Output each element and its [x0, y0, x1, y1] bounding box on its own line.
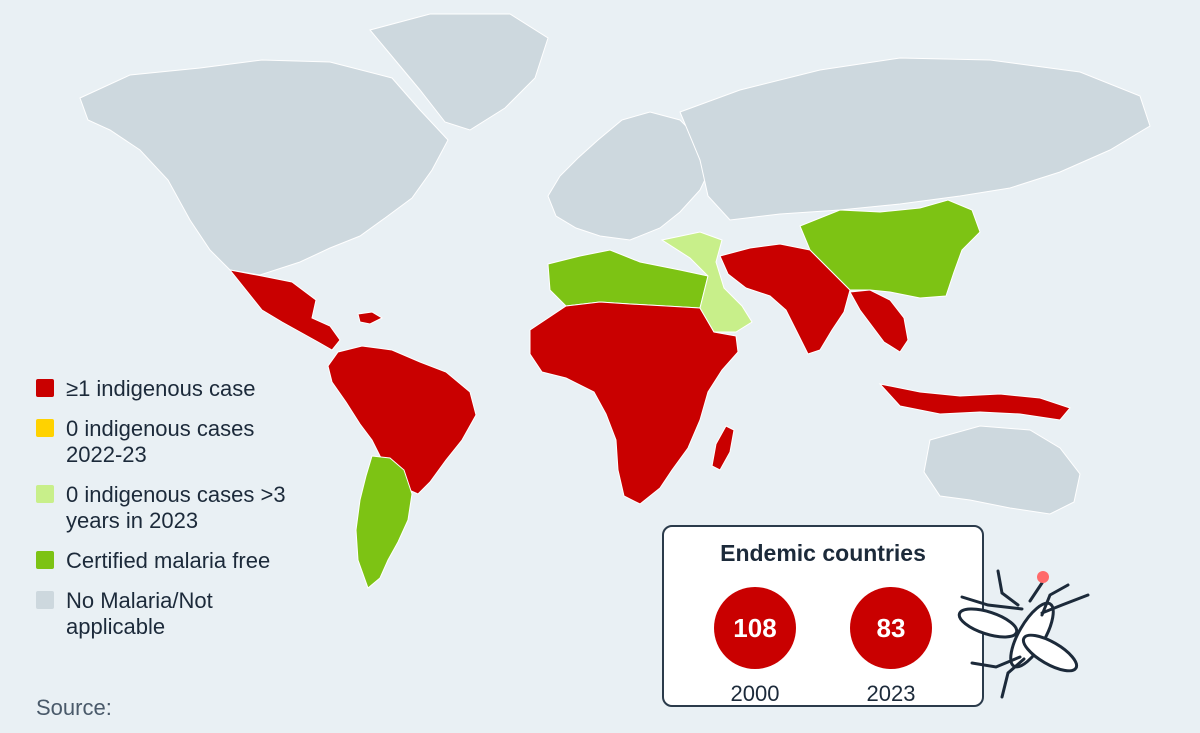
legend-label: Certified malaria free: [66, 548, 271, 573]
stat-year: 2023: [866, 681, 916, 706]
legend-item-zero-recent: 0 indigenous cases 2022-23: [36, 416, 296, 468]
russia-region: [679, 57, 1151, 221]
legend-swatch-indigenous: [36, 379, 54, 397]
caribbean-region: [357, 311, 384, 325]
legend-label: 0 indigenous cases 2022-23: [66, 416, 255, 467]
china-region: [799, 199, 981, 299]
legend-item-no-malaria: No Malaria/Not applicable: [36, 588, 296, 640]
southeast-asia-region: [849, 289, 909, 353]
stat-year: 2000: [730, 681, 780, 706]
source-label: Source:: [36, 695, 112, 720]
stat-circle: 83: [850, 587, 932, 669]
north-africa-region: [547, 249, 709, 309]
legend-swatch-zero-recent: [36, 419, 54, 437]
endemic-countries-box: Endemic countries 108 2000 83 2023: [662, 525, 984, 707]
legend-swatch-no-malaria: [36, 591, 54, 609]
south-america-north-region: [327, 345, 477, 495]
mosquito-head: [1037, 571, 1049, 583]
sub-saharan-africa-region: [529, 301, 739, 505]
south-america-south-region: [355, 455, 413, 589]
mosquito-icon: [957, 569, 1090, 699]
south-asia-region: [719, 243, 851, 355]
legend-swatch-zero-3yrs: [36, 485, 54, 503]
legend-item-indigenous: ≥1 indigenous case: [36, 376, 296, 402]
legend-label: 0 indigenous cases >3 years in 2023: [66, 482, 286, 533]
legend-label: No Malaria/Not applicable: [66, 588, 213, 639]
legend-item-zero-3yrs: 0 indigenous cases >3 years in 2023: [36, 482, 296, 534]
middle-east-region: [660, 231, 753, 333]
legend-item-certified: Certified malaria free: [36, 548, 296, 574]
endemic-stat-2000: 108 2000: [710, 587, 800, 707]
stat-circle: 108: [714, 587, 796, 669]
endemic-stat-2023: 83 2023: [846, 587, 936, 707]
endemic-title: Endemic countries: [720, 540, 926, 566]
central-america-region: [228, 269, 341, 351]
legend: ≥1 indigenous case 0 indigenous cases 20…: [36, 376, 296, 654]
australia-region: [923, 425, 1081, 515]
europe-region: [547, 111, 713, 241]
legend-swatch-certified: [36, 551, 54, 569]
greenland-region: [369, 13, 549, 131]
north-america-region: [79, 59, 449, 276]
legend-label: ≥1 indigenous case: [66, 376, 256, 401]
indonesia-region: [878, 383, 1071, 421]
madagascar-region: [711, 425, 735, 471]
